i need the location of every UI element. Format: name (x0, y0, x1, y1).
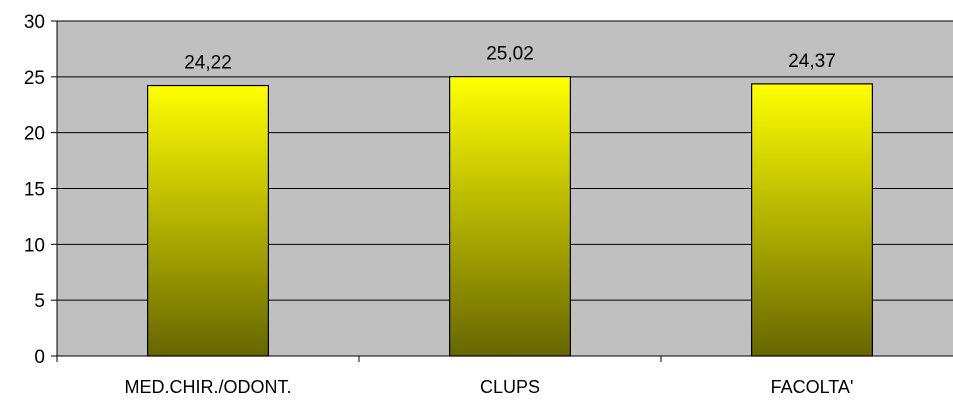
category-label: FACOLTA' (771, 377, 854, 397)
x-axis: MED.CHIR./ODONT. CLUPS FACOLTA' (57, 356, 953, 397)
bar (450, 77, 571, 356)
data-label: 24,37 (788, 51, 836, 72)
category-label: MED.CHIR./ODONT. (124, 377, 291, 397)
y-tick-label: 30 (24, 12, 45, 33)
y-tick-label: 25 (24, 68, 45, 89)
bar (752, 84, 873, 356)
y-tick-label: 5 (34, 291, 45, 312)
y-tick-label: 0 (34, 347, 45, 368)
bar (148, 86, 269, 356)
y-tick-label: 10 (24, 235, 45, 256)
y-axis: 0 5 10 15 20 25 30 (24, 12, 57, 368)
bars (148, 77, 873, 356)
category-label: CLUPS (480, 377, 540, 397)
data-label: 25,02 (486, 44, 534, 65)
y-tick-label: 20 (24, 124, 45, 145)
y-tick-label: 15 (24, 180, 45, 201)
data-label: 24,22 (184, 53, 232, 74)
